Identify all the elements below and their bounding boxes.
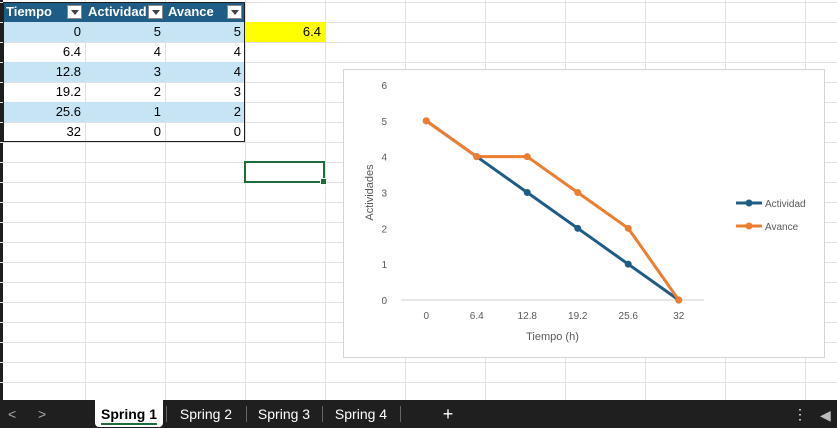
- x-tick-label: 25.6: [619, 311, 639, 322]
- gridline-horizontal: [0, 22, 837, 23]
- legend-label: Actividad: [765, 199, 806, 210]
- row-header-strip: [0, 0, 3, 400]
- y-tick-label: 1: [381, 260, 387, 271]
- x-tick-label: 0: [423, 311, 429, 322]
- table-cell[interactable]: 4: [233, 44, 241, 59]
- more-options-icon[interactable]: ⋮: [793, 406, 807, 422]
- data-point: [523, 189, 531, 196]
- series-line-avance: [425, 119, 680, 301]
- filter-dropdown-icon[interactable]: [148, 5, 163, 19]
- y-tick-label: 2: [381, 224, 387, 235]
- gridline-vertical: [85, 0, 86, 400]
- data-point: [574, 224, 582, 232]
- table-cell[interactable]: 0: [233, 124, 241, 139]
- table-cell[interactable]: 4: [165, 62, 245, 82]
- chart-canvas: 0 1 2 3 4 5 6 0 6.4 12.8 19.2 25.6 32 Tiempo (h) Activ…: [364, 81, 806, 343]
- y-tick-label: 4: [381, 153, 387, 164]
- tab-label: Spring 1: [100, 406, 157, 425]
- tab-spring-3[interactable]: Spring 3: [257, 406, 311, 422]
- y-tick-label: 0: [381, 296, 387, 307]
- header-tiempo[interactable]: Tiempo: [3, 2, 85, 22]
- table-cell[interactable]: 12.8: [3, 62, 85, 82]
- add-sheet-button[interactable]: +: [442, 404, 454, 424]
- table-cell[interactable]: 5: [85, 22, 165, 42]
- tab-spring-4[interactable]: Spring 4: [334, 406, 388, 422]
- header-actividad[interactable]: Actividad: [85, 2, 165, 22]
- header-tiempo-label: Tiempo: [6, 4, 52, 19]
- scroll-left-icon[interactable]: ◀: [820, 407, 831, 423]
- data-point: [624, 260, 632, 268]
- data-point: [574, 189, 582, 196]
- y-tick-label: 5: [381, 117, 387, 128]
- spreadsheet-grid[interactable]: Tiempo Actividad Avance 0 5 5 6.4 4 4 12.8 3 4 19…: [0, 0, 837, 400]
- tab-spring-1[interactable]: Spring 1: [95, 400, 163, 427]
- gridline-horizontal: [0, 62, 837, 63]
- table-cell[interactable]: 3: [85, 62, 165, 82]
- y-axis-title: Actividades: [364, 164, 376, 221]
- x-tick-label: 32: [673, 311, 685, 322]
- gridline-horizontal: [0, 42, 837, 43]
- gridline-horizontal: [0, 2, 837, 3]
- tab-separator: [246, 406, 247, 422]
- highlight-cell[interactable]: 6.4: [245, 22, 325, 42]
- table-cell[interactable]: 25.6: [3, 102, 85, 122]
- table-cell[interactable]: 0: [153, 124, 161, 139]
- table-cell[interactable]: 2: [165, 102, 245, 122]
- table-cell[interactable]: 0: [3, 22, 85, 42]
- table-cell[interactable]: 4: [153, 44, 161, 59]
- data-point: [523, 153, 531, 161]
- data-point: [675, 296, 683, 304]
- x-tick-label: 12.8: [518, 311, 538, 322]
- x-axis-title: Tiempo (h): [526, 331, 579, 343]
- line-chart[interactable]: 0 1 2 3 4 5 6 0 6.4 12.8 19.2 25.6 32 Tiempo (h) Activ…: [343, 69, 825, 358]
- selected-cell[interactable]: [244, 161, 327, 185]
- table-cell[interactable]: 2: [153, 84, 161, 99]
- header-actividad-label: Actividad: [88, 4, 147, 19]
- sheet-tab-bar: < > Spring 1 Spring 2 Spring 3 Spring 4 …: [0, 400, 837, 428]
- tab-separator: [400, 406, 401, 422]
- table-cell[interactable]: 5: [165, 22, 245, 42]
- gridline-horizontal: [0, 362, 837, 363]
- header-avance-label: Avance: [168, 4, 214, 19]
- legend-marker: [745, 222, 753, 230]
- gridline-vertical: [245, 0, 246, 400]
- gridline-vertical: [325, 0, 326, 400]
- table-cell[interactable]: 1: [85, 102, 165, 122]
- tab-separator: [322, 406, 323, 422]
- tab-separator: [166, 406, 167, 422]
- fill-handle[interactable]: [320, 178, 327, 185]
- tab-spring-2[interactable]: Spring 2: [179, 406, 233, 422]
- y-tick-label: 6: [381, 81, 387, 92]
- filter-dropdown-icon[interactable]: [227, 5, 242, 19]
- table-cell[interactable]: 3: [233, 84, 241, 99]
- data-point: [473, 153, 481, 161]
- gridline-vertical: [165, 0, 166, 400]
- next-sheet-icon[interactable]: >: [38, 406, 47, 422]
- filter-dropdown-icon[interactable]: [67, 5, 82, 19]
- header-avance[interactable]: Avance: [165, 2, 245, 22]
- data-point: [422, 117, 430, 125]
- data-point: [624, 224, 632, 232]
- x-tick-label: 6.4: [470, 311, 484, 322]
- x-tick-label: 19.2: [568, 311, 588, 322]
- prev-sheet-icon[interactable]: <: [8, 406, 17, 422]
- table-cell[interactable]: 6.4: [62, 44, 81, 59]
- legend-label: Avance: [765, 222, 799, 233]
- y-tick-label: 3: [381, 189, 387, 200]
- table-cell[interactable]: 19.2: [55, 84, 81, 99]
- legend-marker: [745, 199, 753, 207]
- gridline-horizontal: [0, 382, 837, 383]
- table-cell[interactable]: 32: [66, 124, 81, 139]
